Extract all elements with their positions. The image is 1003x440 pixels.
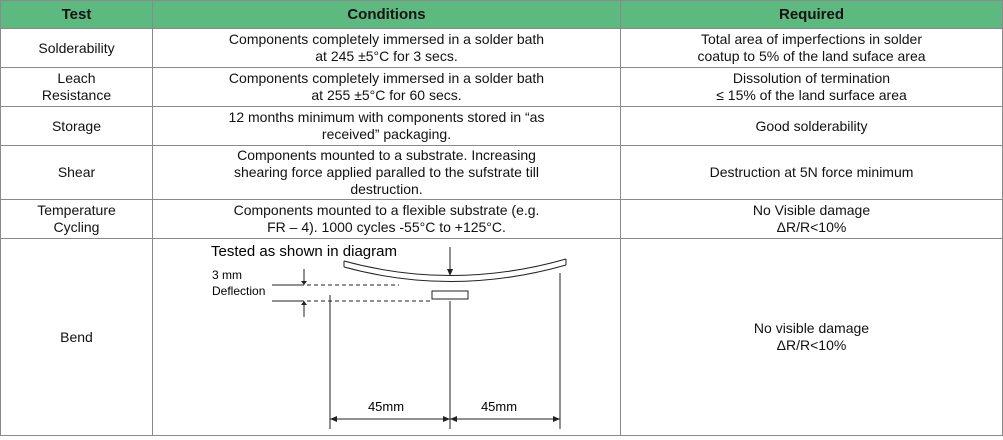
span-label: 45mm (367, 399, 403, 414)
test-cell: Solderability (0, 28, 153, 68)
table-row: Solderability Components completely immer… (0, 28, 1003, 68)
table-row: Leach Resistance Components completely imm… (0, 67, 1003, 107)
cell-line: 12 months minimum with components stored… (228, 109, 545, 125)
span-label: 45mm (480, 399, 516, 414)
header-row: Test Conditions Required (0, 0, 1003, 29)
test-cell: Temperature Cycling (0, 199, 153, 239)
conditions-cell: Components completely immersed in a sold… (152, 67, 621, 107)
header-cell: Required (620, 0, 1003, 29)
arrow-head (552, 416, 560, 422)
bend-diagram: Tested as shown in diagram 3 mm Deflection… (211, 243, 566, 429)
cell-line: FR – 4). 1000 cycles -55°C to +125°C. (267, 219, 506, 235)
cell-line: Dissolution of termination (732, 70, 891, 86)
arrow-head (329, 416, 337, 422)
cell-line: Destruction at 5N force minimum (709, 164, 914, 180)
cell-line: Leach (57, 70, 96, 86)
table-row: Storage 12 months minimum with components… (0, 106, 1003, 146)
conditions-cell: Components completely immersed in a sold… (152, 28, 621, 68)
required-cell: Dissolution of termination ≤ 15% of the l… (620, 67, 1003, 107)
arrow-head (449, 416, 457, 422)
cell-line: Good solderability (755, 117, 868, 134)
required-cell: Destruction at 5N force minimum (620, 145, 1003, 200)
required-cell: Good solderability (620, 106, 1003, 146)
test-cell: Shear (0, 145, 153, 200)
table-row: Bend Tested as shown in diagram 3 mm Deflec… (0, 238, 1003, 436)
cell-line: Temperature (37, 202, 116, 218)
cell-line: ΔR/R<10% (776, 337, 847, 353)
test-cell: Leach Resistance (0, 67, 153, 107)
cell-line: Storage (51, 117, 102, 134)
cell-line: received” packaging. (321, 126, 452, 142)
diagram-caption: Tested as shown in diagram (211, 243, 397, 260)
cell-line: Components completely immersed in a sold… (228, 70, 545, 86)
cell-line: at 255 ±5°C for 60 secs. (311, 87, 462, 103)
cell-line: ≤ 15% of the land surface area (716, 87, 907, 103)
cell-line: Cycling (53, 219, 100, 235)
component (431, 290, 468, 300)
cell-line: No Visible damage (752, 202, 871, 218)
conditions-cell: Components mounted to a substrate. Incre… (152, 145, 621, 200)
cell-line: Shear (57, 164, 96, 180)
board (343, 264, 566, 282)
cell-line: shearing force applied paralled to the s… (233, 164, 540, 180)
header-cell: Test (0, 0, 153, 29)
test-cell: Storage (0, 106, 153, 146)
cell-line: Total area of imperfections in solder (701, 31, 922, 47)
test-cell: Bend (0, 238, 153, 436)
cell-line: Components mounted to a substrate. Incre… (237, 147, 536, 163)
table-row: Shear Components mounted to a substrate. … (0, 145, 1003, 200)
header-cell: Conditions (152, 0, 621, 29)
deflection-label: Deflection (212, 284, 265, 298)
cell-line: ΔR/R<10% (776, 219, 847, 235)
table-row: Temperature Cycling Components mounted to … (0, 199, 1003, 239)
cell-line: coatup to 5% of the land suface area (697, 48, 926, 64)
arrow-head (446, 269, 453, 276)
cell-line: at 245 ±5°C for 3 secs. (315, 48, 458, 64)
cell-line: Components completely immersed in a sold… (228, 31, 545, 47)
required-cell: No visible damage ΔR/R<10% (620, 238, 1003, 436)
cell-line: No visible damage (753, 320, 870, 336)
required-cell: Total area of imperfections in solder coa… (620, 28, 1003, 68)
conditions-cell: Tested as shown in diagram 3 mm Deflection… (152, 238, 621, 436)
arrow-head (442, 416, 450, 422)
cell-line: Components mounted to a flexible substra… (233, 202, 540, 218)
arrow-head (300, 281, 307, 285)
arrow-head (300, 301, 307, 305)
cell-line: Resistance (41, 87, 112, 103)
depth-label: 3 mm (212, 268, 242, 282)
cell-line: destruction. (350, 181, 423, 197)
cell-line: Solderability (38, 39, 115, 56)
board (343, 258, 566, 276)
conditions-cell: Components mounted to a flexible substra… (152, 199, 621, 239)
required-cell: No Visible damage ΔR/R<10% (620, 199, 1003, 239)
conditions-cell: 12 months minimum with components stored… (152, 106, 621, 146)
